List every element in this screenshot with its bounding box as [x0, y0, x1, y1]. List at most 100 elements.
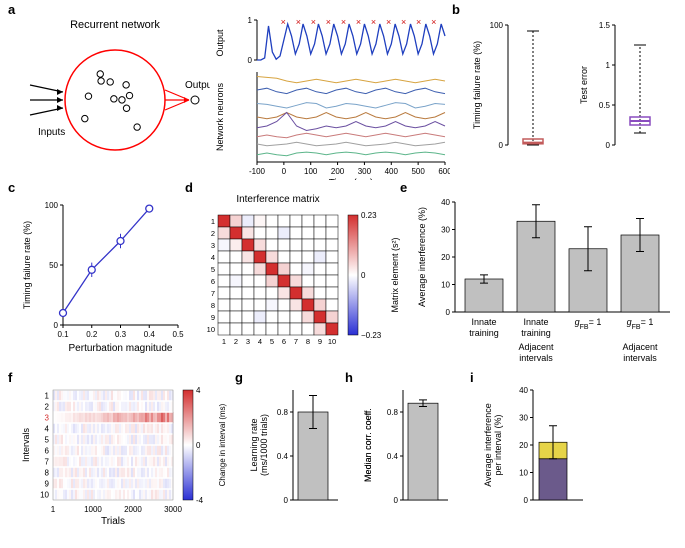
label-a: a	[8, 2, 15, 17]
svg-text:20: 20	[441, 253, 450, 262]
svg-text:×: ×	[356, 17, 361, 27]
svg-text:9: 9	[318, 337, 322, 346]
panel-d: Interference matrix112233445566778899101…	[190, 190, 400, 370]
svg-text:gFB= 1: gFB= 1	[575, 317, 602, 331]
svg-text:2: 2	[45, 402, 50, 411]
svg-text:Timing failure rate (%): Timing failure rate (%)	[472, 41, 482, 129]
panel-c: 0501000.10.20.30.40.5Perturbation magnit…	[15, 190, 190, 370]
svg-text:0.4: 0.4	[387, 452, 399, 461]
svg-text:Learning rate(ms/1000 trials): Learning rate(ms/1000 trials)	[249, 414, 269, 476]
svg-text:10: 10	[40, 490, 49, 499]
svg-text:1: 1	[51, 505, 56, 514]
svg-text:Output: Output	[185, 80, 210, 91]
svg-text:×: ×	[311, 17, 316, 27]
svg-text:1: 1	[211, 217, 215, 226]
svg-text:0.1: 0.1	[57, 330, 69, 339]
svg-text:0: 0	[284, 496, 289, 505]
svg-text:Average interference (%): Average interference (%)	[417, 207, 427, 307]
panel-g: 00.40.8Learning rate(ms/1000 trials)	[245, 378, 345, 548]
panel-h: 00.40.8Median corr. coeff.Median corr. c…	[355, 378, 475, 548]
svg-text:Innate: Innate	[471, 317, 496, 327]
svg-text:Change in interval (ms): Change in interval (ms)	[218, 403, 227, 486]
figure-root: a b c d e f g h i Recurrent networkInput…	[0, 0, 685, 544]
svg-text:1: 1	[606, 61, 611, 70]
svg-text:400: 400	[385, 167, 399, 176]
svg-text:30: 30	[519, 414, 528, 423]
svg-text:5: 5	[211, 265, 215, 274]
svg-text:40: 40	[441, 198, 450, 207]
svg-text:Matrix element (s²): Matrix element (s²)	[390, 237, 400, 312]
svg-text:50: 50	[49, 261, 58, 270]
svg-text:gFB= 1: gFB= 1	[627, 317, 654, 331]
svg-text:1.5: 1.5	[599, 21, 611, 30]
svg-text:2: 2	[234, 337, 238, 346]
svg-text:4: 4	[196, 386, 201, 395]
svg-text:10: 10	[519, 469, 528, 478]
svg-text:Adjacent: Adjacent	[622, 342, 658, 352]
svg-text:×: ×	[326, 17, 331, 27]
svg-text:×: ×	[281, 17, 286, 27]
svg-text:9: 9	[211, 313, 215, 322]
svg-text:0: 0	[446, 308, 451, 317]
svg-text:×: ×	[341, 17, 346, 27]
svg-text:Innate: Innate	[523, 317, 548, 327]
svg-text:7: 7	[45, 457, 50, 466]
svg-text:×: ×	[431, 17, 436, 27]
svg-text:6: 6	[211, 277, 215, 286]
svg-text:1000: 1000	[84, 505, 102, 514]
svg-text:8: 8	[306, 337, 310, 346]
svg-text:Timing failure rate (%): Timing failure rate (%)	[22, 221, 32, 309]
svg-text:Trials: Trials	[101, 516, 125, 527]
svg-text:8: 8	[45, 468, 50, 477]
panel-e: 010203040Average interference (%)Innatet…	[410, 190, 685, 375]
svg-text:3: 3	[45, 413, 50, 422]
svg-text:Network neurons: Network neurons	[215, 82, 225, 151]
svg-text:4: 4	[258, 337, 262, 346]
svg-text:×: ×	[296, 17, 301, 27]
svg-text:200: 200	[331, 167, 345, 176]
svg-text:Median corr. coeff.: Median corr. coeff.	[363, 408, 373, 482]
svg-text:9: 9	[45, 479, 50, 488]
label-b: b	[452, 2, 460, 17]
svg-text:Test error: Test error	[579, 66, 589, 104]
svg-text:100: 100	[304, 167, 318, 176]
svg-text:0: 0	[282, 167, 287, 176]
svg-text:10: 10	[207, 325, 215, 334]
svg-text:Intervals: Intervals	[21, 427, 31, 462]
svg-text:3: 3	[211, 241, 215, 250]
svg-text:300: 300	[358, 167, 372, 176]
svg-text:0.3: 0.3	[115, 330, 127, 339]
svg-text:Output: Output	[215, 29, 225, 57]
svg-text:500: 500	[411, 167, 425, 176]
svg-text:Inputs: Inputs	[38, 127, 65, 138]
svg-text:0: 0	[196, 441, 201, 450]
svg-text:20: 20	[519, 441, 528, 450]
svg-text:0: 0	[524, 496, 529, 505]
svg-text:0: 0	[606, 141, 611, 150]
svg-text:-4: -4	[196, 496, 204, 505]
svg-text:×: ×	[371, 17, 376, 27]
svg-text:5: 5	[270, 337, 274, 346]
panel-a-network: Recurrent networkInputsOutput	[20, 10, 210, 180]
svg-text:10: 10	[328, 337, 336, 346]
svg-text:2000: 2000	[124, 505, 142, 514]
svg-text:−0.23: −0.23	[361, 331, 382, 340]
svg-text:100: 100	[45, 201, 59, 210]
svg-text:4: 4	[45, 424, 50, 433]
svg-text:Adjacent: Adjacent	[518, 342, 554, 352]
svg-text:0.8: 0.8	[387, 408, 399, 417]
svg-text:10: 10	[441, 281, 450, 290]
svg-text:0: 0	[54, 321, 59, 330]
svg-text:×: ×	[416, 17, 421, 27]
svg-text:1: 1	[222, 337, 226, 346]
svg-text:0: 0	[361, 271, 366, 280]
svg-text:3: 3	[246, 337, 250, 346]
svg-text:1: 1	[248, 16, 253, 25]
svg-text:2: 2	[211, 229, 215, 238]
svg-text:-100: -100	[249, 167, 266, 176]
svg-text:30: 30	[441, 226, 450, 235]
svg-text:intervals: intervals	[519, 353, 553, 363]
svg-text:100: 100	[490, 21, 504, 30]
svg-text:3000: 3000	[164, 505, 182, 514]
svg-text:8: 8	[211, 301, 215, 310]
